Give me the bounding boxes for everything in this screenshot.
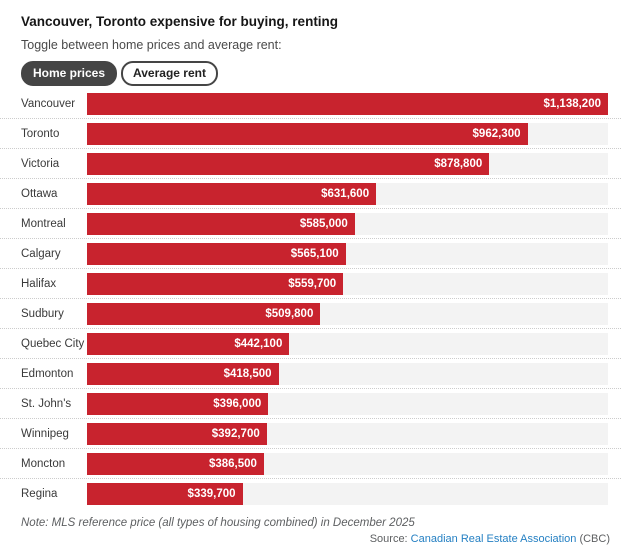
bar-value-label: $339,700 bbox=[187, 488, 236, 500]
category-label: Vancouver bbox=[21, 97, 76, 110]
category-label: Toronto bbox=[21, 127, 60, 140]
bar-track: $396,000 bbox=[87, 392, 608, 415]
bar-value-label: $418,500 bbox=[223, 367, 272, 380]
bar-track: $565,100 bbox=[87, 242, 608, 265]
bar-value-label: $509,800 bbox=[265, 307, 314, 320]
bar-value-label: $559,700 bbox=[288, 277, 337, 290]
bar-value-label: $631,600 bbox=[321, 187, 370, 200]
bar[interactable]: $962,300 bbox=[87, 122, 528, 145]
bar-value-label: $962,300 bbox=[472, 127, 521, 140]
bar[interactable]: $386,500 bbox=[87, 452, 264, 475]
chart-row: Winnipeg $392,700 bbox=[0, 419, 621, 449]
bar-value-label: $565,100 bbox=[290, 247, 339, 260]
bar-value-label: $585,000 bbox=[299, 217, 348, 230]
average-rent-toggle-button[interactable]: Average rent bbox=[121, 61, 218, 86]
bar[interactable]: $418,500 bbox=[87, 362, 279, 385]
category-label: Winnipeg bbox=[21, 427, 69, 440]
category-label: Quebec City bbox=[21, 337, 85, 350]
source-link[interactable]: Canadian Real Estate Association bbox=[410, 533, 577, 545]
category-label: Calgary bbox=[21, 247, 61, 260]
chart-row: Calgary $565,100 bbox=[0, 239, 621, 269]
view-toggle: Home prices Average rent bbox=[21, 61, 600, 86]
chart-row: Ottawa $631,600 bbox=[0, 179, 621, 209]
bar-track: $339,700 bbox=[87, 483, 608, 505]
bar-value-label: $442,100 bbox=[234, 337, 283, 350]
bar-track: $509,800 bbox=[87, 302, 608, 325]
bar-track: $559,700 bbox=[87, 272, 608, 295]
category-label: St. John's bbox=[21, 397, 72, 410]
bar-chart: Vancouver $1,138,200 Toronto $962,300 Victor… bbox=[0, 89, 621, 509]
source-prefix: Source: bbox=[369, 533, 411, 545]
bar[interactable]: $396,000 bbox=[87, 392, 269, 415]
chart-row: Toronto $962,300 bbox=[0, 119, 621, 149]
category-label: Sudbury bbox=[21, 307, 64, 320]
category-label: Edmonton bbox=[21, 367, 74, 380]
bar-track: $962,300 bbox=[87, 122, 608, 145]
bar-value-label: $1,138,200 bbox=[543, 97, 601, 110]
chart-row: St. John's $396,000 bbox=[0, 389, 621, 419]
bar-value-label: $396,000 bbox=[213, 397, 262, 410]
chart-row: Montreal $585,000 bbox=[0, 209, 621, 239]
chart-row: Moncton $386,500 bbox=[0, 449, 621, 479]
chart-title: Vancouver, Toronto expensive for buying,… bbox=[21, 14, 339, 29]
chart-subtitle: Toggle between home prices and average r… bbox=[21, 38, 282, 52]
bar-value-label: $878,800 bbox=[434, 157, 483, 170]
chart-row: Victoria $878,800 bbox=[0, 149, 621, 179]
bar[interactable]: $442,100 bbox=[87, 332, 290, 355]
bar[interactable]: $339,700 bbox=[87, 483, 243, 505]
source-line: Source: Canadian Real Estate Association… bbox=[0, 533, 610, 545]
category-label: Moncton bbox=[21, 457, 66, 470]
chart-row: Edmonton $418,500 bbox=[0, 359, 621, 389]
bar-track: $442,100 bbox=[87, 332, 608, 355]
bar-track: $631,600 bbox=[87, 182, 608, 205]
bar-value-label: $392,700 bbox=[211, 427, 260, 440]
chart-row: Vancouver $1,138,200 bbox=[0, 89, 621, 119]
bar[interactable]: $392,700 bbox=[87, 422, 267, 445]
chart-row: Quebec City $442,100 bbox=[0, 329, 621, 359]
home-prices-toggle-button[interactable]: Home prices bbox=[21, 61, 118, 86]
category-label: Victoria bbox=[21, 157, 60, 170]
bar[interactable]: $1,138,200 bbox=[87, 92, 608, 115]
bar[interactable]: $559,700 bbox=[87, 272, 344, 295]
chart-note: Note: MLS reference price (all types of … bbox=[21, 517, 415, 529]
bar[interactable]: $585,000 bbox=[87, 212, 355, 235]
category-label: Montreal bbox=[21, 217, 66, 230]
source-suffix: (CBC) bbox=[576, 533, 610, 545]
category-label: Halifax bbox=[21, 277, 57, 290]
category-label: Regina bbox=[21, 488, 58, 500]
category-label: Ottawa bbox=[21, 187, 58, 200]
bar-track: $878,800 bbox=[87, 152, 608, 175]
bar[interactable]: $631,600 bbox=[87, 182, 377, 205]
bar[interactable]: $878,800 bbox=[87, 152, 490, 175]
bar-track: $1,138,200 bbox=[87, 92, 608, 115]
bar-track: $392,700 bbox=[87, 422, 608, 445]
chart-row: Halifax $559,700 bbox=[0, 269, 621, 299]
bar[interactable]: $565,100 bbox=[87, 242, 346, 265]
bar-track: $585,000 bbox=[87, 212, 608, 235]
bar-track: $418,500 bbox=[87, 362, 608, 385]
bar-track: $386,500 bbox=[87, 452, 608, 475]
bar[interactable]: $509,800 bbox=[87, 302, 321, 325]
bar-value-label: $386,500 bbox=[208, 457, 257, 470]
chart-row: Regina $339,700 bbox=[0, 479, 621, 509]
chart-row: Sudbury $509,800 bbox=[0, 299, 621, 329]
